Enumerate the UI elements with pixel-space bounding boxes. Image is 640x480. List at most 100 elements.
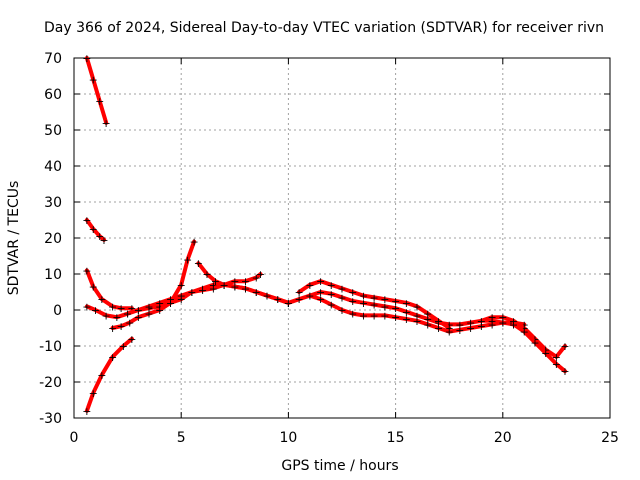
y-tick-label: -20 <box>39 375 62 391</box>
data-point-marker: + <box>402 313 411 326</box>
data-point-marker: + <box>211 275 220 288</box>
data-point-marker: + <box>520 322 529 335</box>
data-point-marker: + <box>102 117 111 130</box>
data-point-marker: + <box>144 308 153 321</box>
data-point-marker: + <box>487 315 496 328</box>
data-point-marker: + <box>327 279 336 292</box>
data-point-marker: + <box>89 387 98 400</box>
data-point-marker: + <box>509 315 518 328</box>
data-point-marker: + <box>166 293 175 306</box>
data-point-marker: + <box>134 311 143 324</box>
series-line-track-6 <box>110 239 197 330</box>
data-point-marker: + <box>423 308 432 321</box>
data-point-marker: + <box>99 234 108 247</box>
x-tick-label: 20 <box>494 430 512 446</box>
data-point-marker: + <box>189 236 198 249</box>
data-point-marker: + <box>560 365 569 378</box>
data-point-marker: + <box>89 281 98 294</box>
data-point-marker: + <box>82 214 91 227</box>
data-point-marker: + <box>412 300 421 313</box>
data-point-marker: + <box>370 309 379 322</box>
data-point-marker: + <box>123 308 132 321</box>
data-point-marker: + <box>423 313 432 326</box>
data-point-marker: + <box>445 322 454 335</box>
data-point-marker: + <box>230 281 239 294</box>
data-point-marker: + <box>89 74 98 87</box>
data-point-marker: + <box>252 286 261 299</box>
data-point-marker: + <box>95 95 104 108</box>
data-point-marker: + <box>209 279 218 292</box>
series-line-track-13 <box>511 322 567 374</box>
data-point-marker: + <box>359 309 368 322</box>
data-point-marker: + <box>402 297 411 310</box>
data-point-marker: + <box>117 302 126 315</box>
data-point-marker: + <box>380 309 389 322</box>
y-tick-label: -10 <box>39 339 62 355</box>
data-point-marker: + <box>108 351 117 364</box>
series-line-track-10 <box>297 279 452 330</box>
data-point-marker: + <box>337 291 346 304</box>
series-layer: ++++++++++++ + ++++++++ + + + + + + + + ++ + + + + + + + + +… <box>82 52 569 418</box>
data-point-marker: + <box>144 300 153 313</box>
data-point-marker: + <box>125 317 134 330</box>
series-line-track-1 <box>84 56 109 125</box>
data-point-marker: + <box>209 282 218 295</box>
data-point-marker: + <box>117 320 126 333</box>
data-point-marker: + <box>119 340 128 353</box>
data-point-marker: + <box>95 230 104 243</box>
data-point-marker: + <box>487 311 496 324</box>
data-point-marker: + <box>466 322 475 335</box>
y-tick-label: 60 <box>44 87 62 103</box>
data-point-marker: + <box>295 293 304 306</box>
series-line-track-12 <box>479 315 567 359</box>
data-point-marker: + <box>284 297 293 310</box>
data-point-marker: + <box>348 286 357 299</box>
data-point-marker: + <box>155 304 164 317</box>
data-point-marker: + <box>541 344 550 357</box>
data-point-marker: + <box>202 268 211 281</box>
y-tick-label: 20 <box>44 231 62 247</box>
y-tick-label: 70 <box>44 51 62 67</box>
data-point-marker: + <box>541 347 550 360</box>
data-point-marker: + <box>134 304 143 317</box>
data-point-marker: + <box>155 297 164 310</box>
data-point-marker: + <box>316 275 325 288</box>
data-point-marker: + <box>295 286 304 299</box>
data-point-marker: + <box>370 291 379 304</box>
data-point-marker: + <box>520 318 529 331</box>
data-point-marker: + <box>348 295 357 308</box>
data-point-marker: + <box>155 300 164 313</box>
data-point-marker: + <box>230 275 239 288</box>
data-point-marker: + <box>187 286 196 299</box>
data-point-marker: + <box>530 333 539 346</box>
data-point-marker: + <box>455 324 464 337</box>
data-point-marker: + <box>102 309 111 322</box>
data-point-marker: + <box>520 326 529 339</box>
data-point-marker: + <box>273 293 282 306</box>
data-point-marker: + <box>305 290 314 303</box>
data-point-marker: + <box>241 275 250 288</box>
data-point-marker: + <box>380 293 389 306</box>
data-point-marker: + <box>82 52 91 65</box>
data-point-marker: + <box>108 322 117 335</box>
data-point-marker: + <box>530 336 539 349</box>
x-tick-label: 5 <box>177 430 186 446</box>
x-axis-label: GPS time / hours <box>281 458 398 474</box>
grid <box>74 58 610 418</box>
data-point-marker: + <box>166 297 175 310</box>
data-point-marker: + <box>177 279 186 292</box>
data-point-marker: + <box>477 315 486 328</box>
data-point-marker: + <box>127 302 136 315</box>
series-line-track-9 <box>286 290 516 327</box>
data-point-marker: + <box>391 295 400 308</box>
x-tick-label: 10 <box>279 430 297 446</box>
series-line-track-7 <box>125 272 263 316</box>
data-point-marker: + <box>177 290 186 303</box>
data-point-marker: + <box>97 369 106 382</box>
data-point-marker: + <box>337 282 346 295</box>
data-point-marker: + <box>560 340 569 353</box>
data-point-marker: + <box>445 318 454 331</box>
data-point-marker: + <box>434 322 443 335</box>
data-point-marker: + <box>359 290 368 303</box>
